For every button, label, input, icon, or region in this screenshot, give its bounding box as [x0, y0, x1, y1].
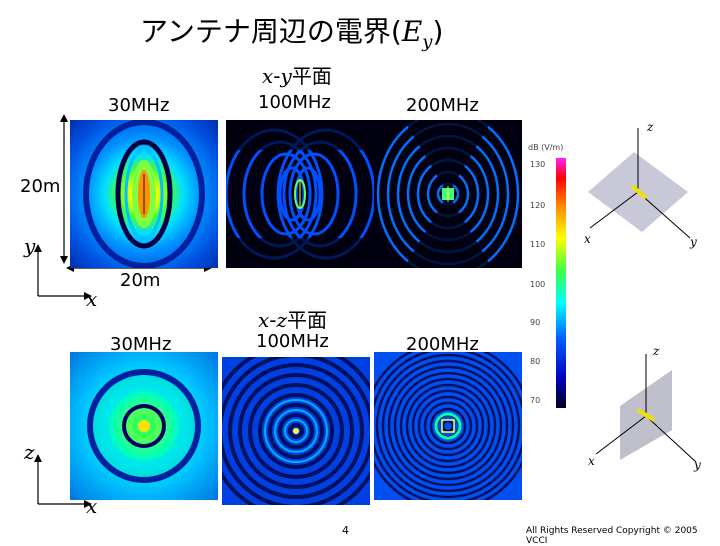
x-axis-label-top: x [86, 287, 98, 311]
xz-plane-label: x-z平面 [258, 308, 328, 332]
field-map-xz-100mhz [222, 357, 370, 505]
colorbar-tick-70: 70 [530, 396, 541, 405]
colorbar-tick-90: 90 [530, 318, 541, 327]
colorbar-unit: dB (V/m) [528, 143, 564, 152]
height-dimension-arrow [60, 114, 68, 264]
x-axis-label-bottom: x [86, 494, 98, 518]
colorbar-tick-80: 80 [530, 357, 541, 366]
axis-indicator-xy [34, 244, 92, 300]
diagram-x-label-top: x [584, 232, 591, 246]
height-label: 20m [20, 176, 61, 197]
field-map-xz-200mhz [374, 352, 522, 500]
colorbar-tick-130: 130 [530, 160, 546, 169]
diagram-x-label-bottom: x [588, 454, 595, 468]
freq-label-30mhz-top: 30MHz [108, 95, 170, 116]
slide-title: アンテナ周辺の電界(Ey) [140, 15, 444, 53]
orientation-diagram-xz [595, 354, 697, 463]
diagram-z-label-top: z [647, 120, 654, 134]
orientation-diagram-xy [588, 128, 691, 239]
y-axis-label: y [24, 234, 36, 258]
freq-label-100mhz-bottom: 100MHz [256, 331, 329, 352]
copyright-notice: All Rights Reserved Copyright © 2005 VCC… [526, 526, 698, 546]
colorbar [556, 158, 566, 408]
freq-label-200mhz-top: 200MHz [406, 95, 479, 116]
field-map-xy-200mhz [374, 120, 522, 268]
page-number: 4 [342, 524, 349, 537]
colorbar-tick-120: 120 [530, 201, 546, 210]
colorbar-tick-110: 110 [530, 240, 546, 249]
z-axis-label: z [24, 440, 35, 464]
diagram-z-label-bottom: z [653, 344, 660, 358]
freq-label-30mhz-bottom: 30MHz [110, 334, 172, 355]
field-map-xy-30mhz [70, 120, 218, 268]
axis-indicator-xz [34, 454, 92, 508]
width-label: 20m [120, 270, 161, 291]
colorbar-tick-100: 100 [530, 280, 546, 289]
diagram-y-label-top: y [690, 235, 697, 249]
freq-label-100mhz-top: 100MHz [258, 92, 331, 113]
field-map-xz-30mhz [70, 352, 218, 500]
field-map-xy-100mhz [226, 120, 374, 268]
freq-label-200mhz-bottom: 200MHz [406, 334, 479, 355]
diagram-y-label-bottom: y [694, 458, 701, 472]
xy-plane-label: x-y平面 [262, 64, 332, 88]
